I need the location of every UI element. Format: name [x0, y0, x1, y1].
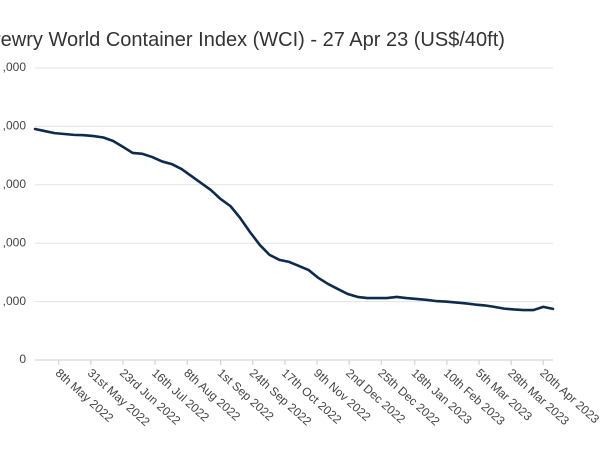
- y-tick-label: ,000: [3, 294, 27, 308]
- y-tick-label: ,000: [3, 60, 27, 74]
- y-tick-label: 0: [19, 352, 26, 366]
- y-tick-label: ,000: [3, 177, 27, 191]
- line-series: [33, 127, 555, 312]
- y-tick-label: ,000: [3, 235, 27, 249]
- y-tick-label: ,000: [3, 119, 27, 133]
- chart-title: rewry World Container Index (WCI) - 27 A…: [0, 29, 505, 51]
